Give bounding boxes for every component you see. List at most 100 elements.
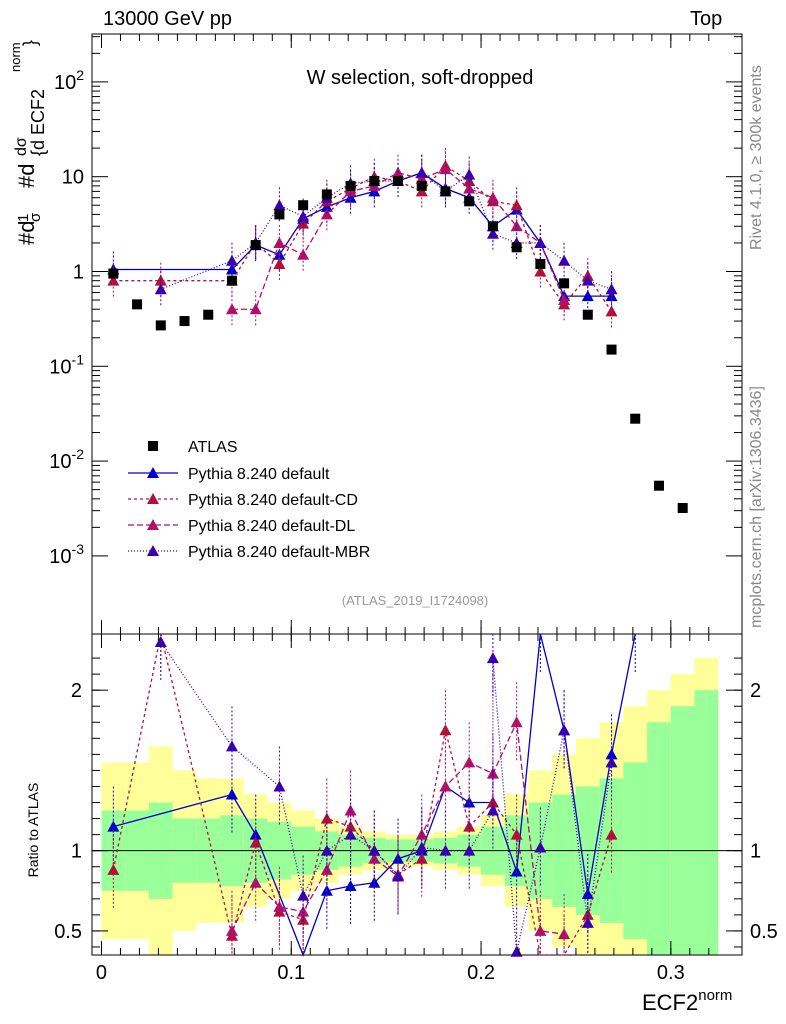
atlas-point (535, 258, 546, 269)
atlas-point (653, 480, 664, 491)
ratio-point (344, 879, 357, 891)
ratio-point (558, 928, 571, 940)
ratio-point (249, 828, 262, 840)
ratio-point (534, 841, 547, 853)
ratio-tick-label: 0.5 (54, 921, 82, 943)
ratio-point (510, 716, 523, 728)
series-point (534, 265, 547, 277)
atlas-point (321, 189, 332, 200)
ratio-point (249, 876, 262, 888)
series-point (344, 191, 357, 203)
ratio-point (510, 945, 523, 957)
main-y-label: #d 1 σ #d dσ {d ECF2 norm } (8, 40, 48, 245)
series-point (605, 305, 618, 317)
svg-text:#d: #d (14, 221, 39, 245)
svg-text:norm: norm (8, 42, 23, 72)
ratio-point (392, 870, 405, 882)
series-point (463, 182, 476, 194)
atlas-point (250, 240, 261, 251)
atlas-point (155, 320, 166, 331)
series-point (273, 236, 286, 248)
band-inner (694, 690, 719, 955)
atlas-point (464, 196, 475, 207)
legend-marker (147, 467, 159, 478)
band-inner (670, 706, 695, 955)
series-point (486, 191, 499, 203)
legend-marker (147, 519, 159, 530)
chart-title: W selection, soft-dropped (307, 67, 534, 89)
atlas-point (108, 268, 119, 279)
svg-text:#d: #d (14, 164, 39, 188)
svg-text:σ: σ (27, 212, 44, 222)
ratio-point (486, 652, 499, 664)
atlas-point (393, 176, 404, 187)
legend-label: Pythia 8.240 default (188, 466, 330, 483)
legend-marker (147, 545, 159, 556)
ratio-point (415, 828, 428, 840)
svg-text:1: 1 (15, 214, 32, 222)
y-tick-label: 10-2 (49, 446, 84, 473)
ratio-point (605, 748, 618, 760)
ratio-point (581, 916, 594, 928)
ratio-point (486, 804, 499, 816)
ratio-point (439, 780, 452, 792)
ratio-point (273, 780, 286, 792)
series-point (320, 208, 333, 220)
ratio-point (368, 852, 381, 864)
ratio-point (439, 844, 452, 856)
atlas-point (274, 209, 285, 220)
series-point (581, 274, 594, 286)
ratio-tick-label: 1 (71, 841, 82, 863)
atlas-point (630, 413, 641, 424)
ratio-point (344, 804, 357, 816)
ratio-point (344, 820, 357, 832)
series-point (225, 254, 238, 266)
rivet-label: Rivet 4.1.0, ≥ 300k events (748, 65, 765, 250)
ratio-point (320, 812, 333, 824)
series-line (231, 168, 565, 310)
x-tick-label: 0 (96, 962, 107, 984)
series-point (273, 199, 286, 211)
ratio-frame (91, 633, 743, 956)
y-tick-label: 1 (73, 261, 84, 283)
ratio-point (107, 820, 120, 832)
ratio-point (344, 828, 357, 840)
ratio-point (273, 900, 286, 912)
ratio-point (463, 796, 476, 808)
ratio-point (439, 724, 452, 736)
ratio-point (463, 844, 476, 856)
band-inner (647, 722, 671, 955)
header-right: Top (690, 8, 723, 30)
atlas-point (582, 309, 593, 320)
legend-atlas-marker (148, 441, 158, 451)
svg-text:}: } (20, 40, 40, 46)
ratio-point (320, 863, 333, 875)
ratio-point (107, 863, 120, 875)
series-line (113, 172, 612, 297)
x-tick-label: 0.1 (277, 962, 305, 984)
ratio-point (225, 740, 238, 752)
series-point (415, 166, 428, 178)
ratio-point (534, 924, 547, 936)
analysis-id: (ATLAS_2019_I1724098) (342, 593, 488, 608)
ratio-point (463, 756, 476, 768)
ratio-point (605, 828, 618, 840)
series-point (249, 303, 262, 315)
svg-text:{d ECF2: {d ECF2 (28, 89, 48, 156)
atlas-point (416, 180, 427, 191)
ratio-point (154, 636, 167, 648)
ratio-point (249, 836, 262, 848)
svg-text:dσ: dσ (13, 137, 30, 156)
series-point (534, 236, 547, 248)
atlas-point (369, 176, 380, 187)
header-left: 13000 GeV pp (103, 8, 232, 30)
series-point (486, 227, 499, 239)
atlas-point (226, 275, 237, 286)
legend-label: Pythia 8.240 default-CD (188, 492, 358, 509)
ratio-point (415, 852, 428, 864)
legend-marker (147, 493, 159, 504)
atlas-point (487, 221, 498, 232)
mcplots-label: mcplots.cern.ch [arXiv:1306.3436] (748, 386, 765, 628)
atlas-point (559, 278, 570, 289)
